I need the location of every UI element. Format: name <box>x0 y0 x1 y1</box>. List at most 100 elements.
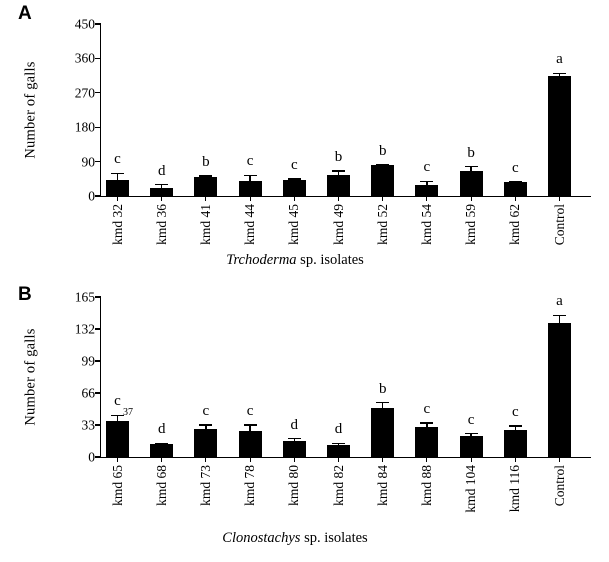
bar <box>106 421 129 457</box>
bar <box>327 174 350 196</box>
panel-b-y-axis-title: Number of galls <box>22 328 39 426</box>
significance-letter: c <box>114 151 121 168</box>
error-bar-cap <box>508 181 522 183</box>
panel-b-plot-area: 0 33 66 99 132 165 c kmd 65 d kmd 68 c kmd 73 c kmd 7… <box>75 290 591 513</box>
bar <box>503 429 527 457</box>
panel-b-x-axis-title: Clonostachys sp. isolates <box>50 530 540 547</box>
significance-letter: c <box>423 401 431 418</box>
bar <box>282 441 306 457</box>
panel-a-x-axis-title: Trchoderma sp. isolates <box>50 252 540 269</box>
y-axis-tick <box>95 57 101 59</box>
error-bar-stem <box>116 173 119 180</box>
x-axis-tick <box>293 457 295 462</box>
error-bar-stem <box>205 425 207 429</box>
bar <box>371 407 395 457</box>
significance-letter: c <box>114 393 121 410</box>
x-axis-tick <box>205 196 207 201</box>
panel-b-species-name: Clonostachys <box>222 530 301 546</box>
y-axis-tick-label: 270 <box>74 85 95 101</box>
bar <box>150 187 174 196</box>
error-bar-cap <box>376 401 390 404</box>
significance-letter: b <box>334 149 343 166</box>
panel-a: A Number of galls 0 90 180 270 360 450 c kmd 32… <box>18 3 591 269</box>
significance-letter: a <box>556 293 563 310</box>
bar <box>106 179 129 196</box>
error-bar-cap <box>464 433 478 435</box>
error-bar-stem <box>558 315 561 324</box>
error-bar-cap <box>155 442 169 445</box>
x-axis-tick <box>205 457 207 462</box>
error-bar-stem <box>249 425 251 431</box>
error-bar-stem <box>293 438 295 442</box>
y-axis-tick <box>95 392 101 394</box>
error-bar-cap <box>199 424 213 426</box>
x-axis-tick <box>470 196 472 201</box>
error-bar-cap <box>332 170 345 172</box>
x-axis-tick <box>249 196 251 201</box>
y-axis-tick-label: 180 <box>74 119 95 135</box>
x-axis-tick <box>337 196 340 201</box>
x-category-label: Control <box>551 204 567 246</box>
bar <box>548 323 571 457</box>
y-axis-tick-label: 33 <box>81 417 96 433</box>
error-bar-cap <box>553 72 566 74</box>
error-bar-stem <box>426 181 428 185</box>
significance-letter: c <box>246 153 254 170</box>
x-category-label: kmd 36 <box>153 204 169 245</box>
significance-letter: d <box>334 421 343 438</box>
y-axis-tick <box>95 296 101 298</box>
bar <box>150 444 174 457</box>
significance-letter: c <box>423 159 431 176</box>
x-axis-tick <box>249 457 251 462</box>
y-axis-tick-label: 99 <box>81 353 96 369</box>
panel-a-plot-area: 0 90 180 270 360 450 c kmd 32 d kmd 36 b kmd 41 c kmd… <box>75 17 591 245</box>
bar <box>503 182 527 196</box>
x-category-label: kmd 80 <box>286 465 302 506</box>
y-axis-tick <box>95 23 101 25</box>
y-axis-tick <box>95 126 101 128</box>
x-category-label: kmd 88 <box>418 465 434 506</box>
error-bar-cap <box>287 178 301 180</box>
error-bar-cap <box>111 414 124 416</box>
y-axis-tick-label: 132 <box>74 321 95 337</box>
y-axis-tick <box>95 328 101 330</box>
panel-a-label: A <box>18 3 32 24</box>
y-axis-tick <box>95 424 101 426</box>
x-category-label: kmd 65 <box>109 465 125 506</box>
x-category-label: kmd 32 <box>109 204 125 245</box>
y-axis-tick-label: 0 <box>88 449 95 465</box>
y-axis-tick-label: 360 <box>74 50 95 66</box>
significance-letter: b <box>378 142 387 159</box>
y-axis-tick-label: 0 <box>88 188 95 204</box>
significance-letter: b <box>467 144 475 161</box>
significance-letter: a <box>556 51 563 68</box>
bar <box>238 181 262 196</box>
y-axis-tick-label: 165 <box>74 289 95 305</box>
x-category-label: kmd 116 <box>507 465 523 513</box>
error-bar-cap <box>111 172 124 175</box>
panel-a-species-name: Trchoderma <box>226 252 297 268</box>
y-axis-tick-label: 450 <box>74 16 95 32</box>
error-bar-stem <box>382 402 384 408</box>
error-bar-cap <box>376 163 390 166</box>
significance-letter: d <box>157 162 166 179</box>
bar <box>327 445 350 457</box>
significance-letter: d <box>290 416 299 433</box>
x-axis-tick <box>116 457 119 462</box>
significance-letter: c <box>290 157 298 174</box>
x-category-label: kmd 44 <box>242 204 258 245</box>
bar <box>194 428 218 457</box>
error-bar-cap <box>155 183 169 186</box>
error-bar-cap <box>199 175 213 177</box>
y-axis-tick <box>95 456 101 458</box>
bar <box>548 76 571 196</box>
x-category-label: kmd 54 <box>418 204 434 245</box>
x-axis-tick <box>382 196 384 201</box>
error-bar-stem <box>337 171 340 175</box>
significance-letter: c <box>246 403 254 419</box>
error-bar-cap <box>420 180 434 183</box>
x-category-label: kmd 104 <box>463 465 479 513</box>
bar <box>415 426 439 457</box>
error-bar-cap <box>464 165 478 168</box>
